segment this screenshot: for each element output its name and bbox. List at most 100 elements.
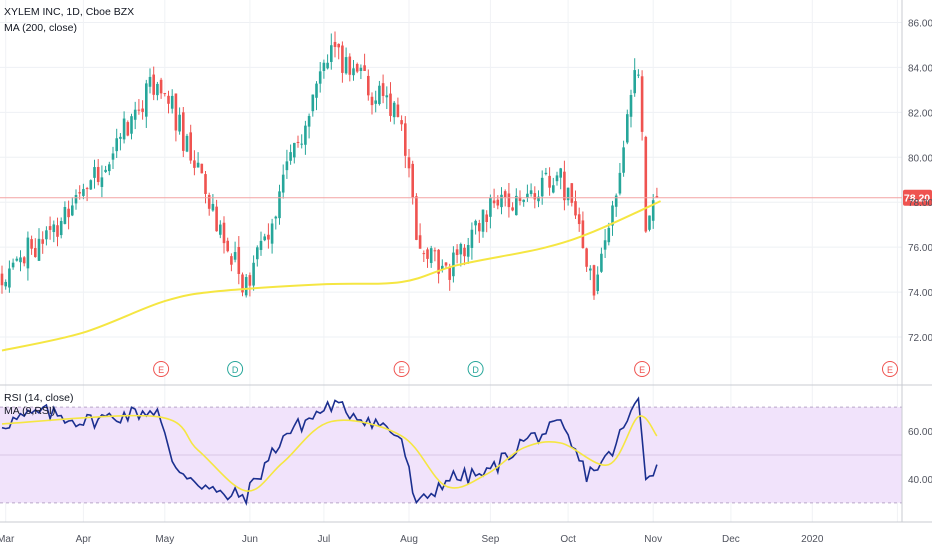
candle-body: [307, 115, 311, 127]
candle-body: [548, 175, 551, 188]
candle-body: [189, 132, 192, 161]
candle: [78, 185, 81, 200]
candle-body: [355, 63, 359, 72]
candle: [415, 193, 418, 241]
candle-body: [344, 57, 348, 74]
candle: [141, 100, 144, 120]
candle: [370, 92, 374, 115]
candle: [159, 77, 163, 99]
time-tick-label: Jul: [318, 534, 331, 545]
candle: [492, 188, 496, 208]
candle: [0, 265, 4, 294]
dividend-marker[interactable]: D: [227, 361, 244, 377]
candle: [104, 165, 107, 173]
candle-body: [400, 120, 403, 125]
candle: [478, 219, 481, 243]
candle-body: [137, 109, 141, 111]
candle: [193, 150, 196, 176]
candle: [248, 272, 252, 297]
candle-body: [552, 185, 555, 193]
candle-body: [274, 216, 278, 219]
candle-body: [481, 209, 485, 232]
candle-body: [259, 240, 263, 250]
candle: [555, 171, 559, 186]
candle-body: [104, 169, 107, 172]
candle: [485, 210, 488, 233]
candle-body: [59, 221, 63, 236]
earnings-marker[interactable]: E: [634, 361, 651, 377]
marker-circle: [882, 361, 898, 377]
candle-body: [429, 248, 433, 263]
candle: [100, 165, 104, 198]
time-tick-label: Apr: [76, 534, 92, 545]
candle: [577, 207, 581, 232]
candle-body: [566, 187, 570, 201]
candle: [614, 193, 618, 217]
candle: [278, 184, 281, 225]
candle-body: [404, 123, 407, 156]
candle: [19, 250, 22, 272]
candle: [326, 54, 329, 70]
candle: [537, 190, 540, 208]
candle-body: [237, 246, 241, 274]
candle: [352, 60, 355, 81]
candle-body: [174, 93, 178, 131]
candle-body: [281, 174, 285, 193]
candle-body: [363, 65, 366, 71]
candle-body: [96, 166, 100, 182]
candle-body: [156, 83, 159, 96]
candle: [570, 183, 574, 207]
earnings-marker[interactable]: E: [882, 361, 898, 377]
candle-body: [30, 239, 33, 249]
candle-body: [633, 70, 636, 94]
dividend-marker[interactable]: D: [467, 361, 484, 377]
candle-body: [182, 112, 185, 151]
rsi-ma-line: [1, 414, 658, 492]
candle: [400, 115, 403, 131]
candle: [293, 142, 296, 164]
candle: [133, 101, 137, 130]
candle-body: [34, 248, 37, 257]
earnings-marker[interactable]: E: [153, 361, 170, 377]
candle-body: [622, 147, 625, 173]
candle: [526, 184, 529, 202]
candle-body: [426, 249, 429, 259]
candle: [540, 170, 544, 205]
earnings-marker[interactable]: E: [393, 361, 410, 377]
candle: [422, 250, 426, 263]
candle: [204, 170, 207, 204]
candle: [296, 135, 300, 148]
candle-body: [67, 208, 70, 218]
candle-body: [640, 76, 644, 132]
candle: [337, 43, 340, 60]
candle: [544, 167, 548, 176]
rsi-tick-label: 60.00: [908, 427, 932, 438]
candle-body: [111, 153, 115, 160]
price-tick-label: 86.00: [908, 18, 932, 29]
candle-body: [418, 235, 422, 249]
candle-body: [500, 194, 503, 208]
candle: [392, 100, 396, 125]
candle-body: [474, 220, 477, 226]
candle: [289, 144, 292, 165]
candle: [433, 247, 437, 262]
candle-body: [415, 196, 418, 240]
candle: [489, 194, 492, 229]
candle: [529, 183, 533, 197]
candle-body: [352, 68, 355, 76]
candle: [407, 148, 411, 178]
candle: [156, 81, 159, 101]
candle-body: [544, 172, 548, 175]
marker-label: D: [232, 365, 239, 375]
marker-label: E: [887, 365, 893, 375]
candle-body: [82, 189, 85, 196]
candle: [119, 133, 122, 151]
candle: [563, 160, 566, 211]
candle: [585, 247, 588, 272]
candle-body: [207, 195, 211, 209]
price-tag-bg: [903, 189, 932, 206]
candle: [230, 253, 233, 272]
candle-body: [385, 95, 389, 98]
candle: [618, 162, 622, 196]
